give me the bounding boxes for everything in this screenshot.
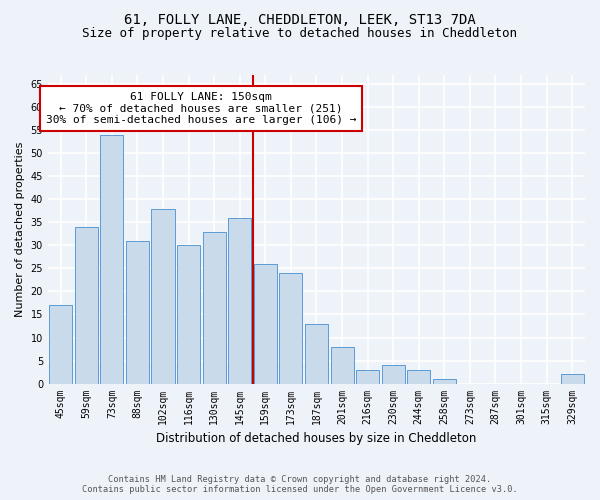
Bar [151,208,175,384]
Bar [407,370,430,384]
Bar [280,273,302,384]
Text: 61 FOLLY LANE: 150sqm
← 70% of detached houses are smaller (251)
30% of semi-det: 61 FOLLY LANE: 150sqm ← 70% of detached … [46,92,356,125]
X-axis label: Distribution of detached houses by size in Cheddleton: Distribution of detached houses by size … [156,432,476,445]
Text: 61, FOLLY LANE, CHEDDLETON, LEEK, ST13 7DA: 61, FOLLY LANE, CHEDDLETON, LEEK, ST13 7… [124,12,476,26]
Bar [100,135,124,384]
Bar [177,246,200,384]
Bar [126,241,149,384]
Bar [49,306,72,384]
Bar [561,374,584,384]
Text: Size of property relative to detached houses in Cheddleton: Size of property relative to detached ho… [83,28,517,40]
Bar [228,218,251,384]
Text: Contains HM Land Registry data © Crown copyright and database right 2024.
Contai: Contains HM Land Registry data © Crown c… [82,474,518,494]
Bar [433,379,456,384]
Bar [356,370,379,384]
Bar [75,227,98,384]
Bar [254,264,277,384]
Bar [305,324,328,384]
Y-axis label: Number of detached properties: Number of detached properties [15,142,25,317]
Bar [331,346,353,384]
Bar [382,365,404,384]
Bar [203,232,226,384]
